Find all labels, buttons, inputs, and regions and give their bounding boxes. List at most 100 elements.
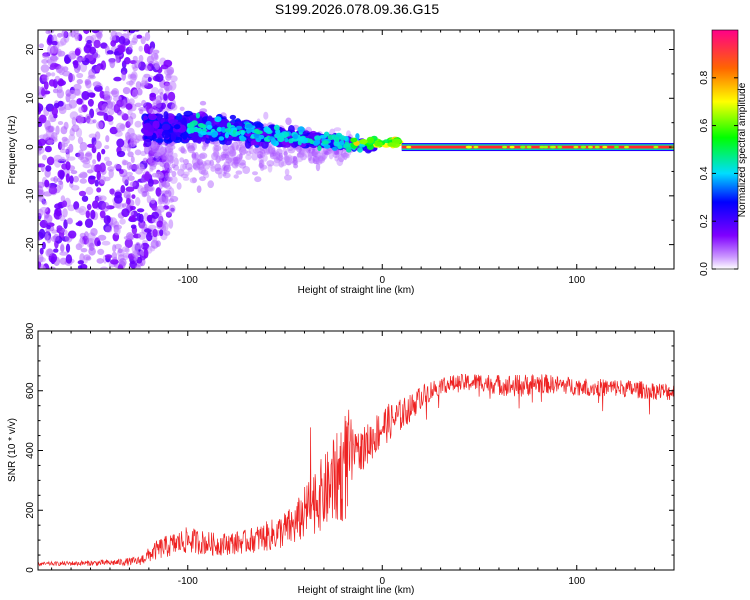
spectrogram-cell xyxy=(317,145,322,152)
y-tick-label: -10 xyxy=(25,188,36,203)
spectrogram-cell xyxy=(168,219,174,229)
colorbar-tick-label: 0.8 xyxy=(699,70,710,84)
spectrogram-cell xyxy=(238,162,247,169)
snr-series-line xyxy=(38,373,674,567)
spectrogram-cell xyxy=(138,213,144,223)
spectrogram-cell xyxy=(226,122,232,129)
spectrogram-cell xyxy=(168,155,174,164)
spectrogram-cell xyxy=(48,79,56,87)
spectrogram-cell xyxy=(213,147,220,157)
spectrogram-cell xyxy=(158,179,164,190)
spectrogram-cell xyxy=(374,141,383,147)
spectrogram-cell xyxy=(57,48,62,58)
spectrogram-cell xyxy=(189,127,195,134)
spectrogram-cell xyxy=(275,148,283,156)
spectrogram-cell xyxy=(48,186,58,195)
spectrogram-cell xyxy=(284,138,289,143)
spectrogram-cell xyxy=(262,154,268,162)
spectrogram-cell xyxy=(77,260,85,265)
spectrogram-cell xyxy=(196,158,203,166)
spectrogram-cell xyxy=(51,40,58,46)
spectrogram-cell xyxy=(53,176,58,183)
spectrogram-cell xyxy=(84,218,94,228)
spectrogram-cell xyxy=(46,224,51,230)
x-tick-label: 0 xyxy=(379,576,385,587)
spectrogram-cell xyxy=(155,152,162,157)
spectrogram-cell xyxy=(143,173,150,181)
spectrogram-cell xyxy=(248,147,254,155)
spectrogram-cell xyxy=(39,195,45,202)
spectrogram-cell xyxy=(163,59,173,68)
spectrogram-cell xyxy=(76,79,84,85)
spectrogram-cell xyxy=(206,124,212,130)
spectrogram-cell xyxy=(110,259,119,265)
spectrogram-cell xyxy=(79,178,88,184)
spectrogram-cell xyxy=(90,209,96,220)
spectrogram-cell xyxy=(152,228,158,238)
spectrogram-cell xyxy=(87,143,95,148)
spectrogram-cell xyxy=(292,155,297,161)
spectrogram-cell xyxy=(101,103,109,113)
spectrogram-cell xyxy=(106,50,114,55)
spectrogram-cell xyxy=(266,160,275,167)
spectrogram-cell xyxy=(129,164,138,170)
snr-x-ticks: -100 0 100 xyxy=(51,331,675,587)
spectrogram-cell xyxy=(75,221,83,226)
spectrogram-cell xyxy=(96,258,104,264)
spectrogram-cell xyxy=(159,91,164,101)
spectrogram-cell xyxy=(147,77,152,82)
spectrogram-cell xyxy=(38,181,45,189)
spectrogram-cell xyxy=(134,264,141,269)
spectrogram-cell xyxy=(315,162,321,172)
spectrogram-cell xyxy=(278,132,285,138)
spectrogram-cell xyxy=(112,244,117,253)
spectrogram-cell xyxy=(153,60,160,68)
spectrogram-cell xyxy=(38,138,46,146)
spectrogram-cell xyxy=(164,189,172,198)
colorbar-tick-label: 0.2 xyxy=(699,214,710,228)
spectrogram-cell xyxy=(151,211,159,219)
spectrogram-cell xyxy=(257,140,264,147)
spectrogram-cell xyxy=(63,219,68,230)
colorbar-ticks: 0.0 0.2 0.4 0.6 0.8 xyxy=(699,70,738,276)
spectrogram-cell xyxy=(42,53,50,59)
spectrogram-cell xyxy=(44,120,51,131)
spectrogram-cell xyxy=(209,163,216,169)
spectrogram-cell xyxy=(83,254,91,261)
spectrogram-cell xyxy=(151,133,157,142)
spectrogram-cell xyxy=(68,230,77,239)
spectrogram-cell xyxy=(122,87,131,95)
spectrogram-cell xyxy=(54,75,61,82)
spectrogram-cell xyxy=(346,146,352,153)
spectrogram-cell xyxy=(151,146,160,153)
spectrogram-cell xyxy=(127,109,133,116)
spectrogram-cell xyxy=(61,200,68,208)
spectrogram-cell xyxy=(285,117,292,126)
spectrogram-cell xyxy=(164,144,171,149)
spectrogram-cell xyxy=(283,151,288,156)
spectrogram-cell xyxy=(240,130,245,136)
spectrogram-cell xyxy=(105,135,110,143)
spectrogram-cell xyxy=(125,171,133,176)
spectrogram-cell xyxy=(113,164,122,169)
spectrogram-cell xyxy=(137,231,147,240)
spectrogram-cell xyxy=(74,34,80,42)
spectrogram-cell xyxy=(233,174,239,179)
spectrogram-cell xyxy=(122,174,130,185)
spectrogram-cell xyxy=(254,176,262,183)
spectrogram-cell xyxy=(74,30,79,35)
spectrogram-cell xyxy=(66,147,71,155)
spectrogram-cell xyxy=(83,44,92,54)
spectrogram-cell xyxy=(138,54,144,63)
spectrogram-cell xyxy=(222,143,229,152)
spectrogram-cell xyxy=(113,195,123,204)
spectrogram-cell xyxy=(277,136,285,143)
spectrogram-cell xyxy=(49,266,56,269)
spectrogram-cell xyxy=(143,138,152,148)
spectrogram-cell xyxy=(148,113,157,121)
spectrogram-cell xyxy=(85,186,94,195)
spectrogram-cell xyxy=(65,173,70,183)
spectrogram-cell xyxy=(61,30,68,39)
spectrogram-cell xyxy=(284,174,292,181)
spectrogram-cell xyxy=(358,139,368,145)
